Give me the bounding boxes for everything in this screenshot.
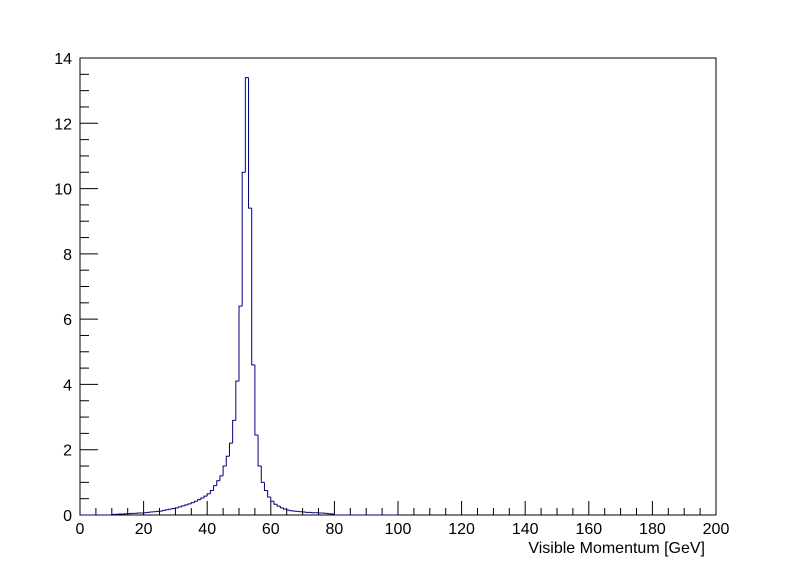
x-tick-label: 180 bbox=[639, 521, 666, 538]
histogram-bin bbox=[225, 455, 230, 467]
histogram-bin bbox=[260, 466, 265, 483]
histogram-bin bbox=[222, 465, 227, 476]
x-tick-label: 40 bbox=[198, 521, 216, 538]
histogram-bin bbox=[171, 507, 176, 510]
histogram-bin bbox=[209, 490, 214, 494]
x-tick-label: 100 bbox=[385, 521, 412, 538]
histogram-bin bbox=[273, 501, 278, 505]
histogram-bin bbox=[270, 497, 274, 502]
histogram-bin bbox=[184, 504, 189, 506]
histogram-bin bbox=[203, 495, 208, 499]
histogram-bin bbox=[213, 485, 217, 491]
histogram-bin bbox=[289, 510, 294, 512]
histogram-bin bbox=[244, 77, 249, 173]
histogram-bin bbox=[111, 513, 115, 515]
y-tick-label: 0 bbox=[63, 508, 72, 525]
x-tick-label: 200 bbox=[703, 521, 730, 538]
histogram-bin bbox=[254, 364, 259, 436]
histogram-bin bbox=[248, 77, 252, 209]
histogram-bin bbox=[206, 493, 211, 497]
y-tick-label: 14 bbox=[54, 51, 72, 68]
x-tick-label: 120 bbox=[448, 521, 475, 538]
x-tick-label: 20 bbox=[135, 521, 153, 538]
histogram-bin bbox=[238, 305, 243, 382]
x-tick-label: 140 bbox=[512, 521, 539, 538]
histogram-bin bbox=[216, 480, 220, 486]
histogram-bin bbox=[178, 506, 182, 508]
histogram-bin bbox=[165, 509, 170, 511]
histogram-bin bbox=[181, 505, 185, 507]
histogram-bin bbox=[174, 507, 179, 509]
y-tick-label: 8 bbox=[63, 247, 72, 264]
histogram-bin bbox=[241, 171, 246, 307]
x-tick-label: 60 bbox=[262, 521, 280, 538]
histogram-bin bbox=[333, 514, 338, 516]
histogram-bin bbox=[200, 497, 205, 500]
x-tick-label: 160 bbox=[575, 521, 602, 538]
frame bbox=[79, 57, 717, 516]
y-tick-label: 2 bbox=[63, 443, 72, 460]
histogram-bin bbox=[263, 482, 268, 492]
histogram-bin bbox=[168, 508, 173, 510]
histogram-bin bbox=[232, 419, 236, 444]
y-tick-label: 6 bbox=[63, 312, 72, 329]
histogram-bin bbox=[257, 435, 262, 467]
histogram-bin bbox=[286, 509, 290, 511]
histogram-bin bbox=[235, 380, 239, 421]
histogram-bin bbox=[228, 442, 233, 457]
histogram-bin bbox=[279, 506, 284, 509]
histogram-bin bbox=[190, 502, 195, 504]
histogram-bin bbox=[162, 509, 166, 512]
histogram-bin bbox=[219, 475, 224, 481]
y-tick-label: 12 bbox=[54, 116, 72, 133]
x-tick-label: 0 bbox=[76, 521, 85, 538]
y-tick-label: 4 bbox=[63, 377, 72, 394]
histogram-bin bbox=[197, 499, 201, 502]
x-tick-label: 80 bbox=[326, 521, 344, 538]
y-tick-label: 10 bbox=[54, 182, 72, 199]
histogram-bin bbox=[267, 490, 271, 498]
histogram-bin bbox=[193, 500, 198, 503]
histogram-bin bbox=[187, 503, 192, 505]
x-axis-label: Visible Momentum [GeV] bbox=[528, 540, 705, 557]
histogram-bin bbox=[276, 504, 281, 507]
histogram-bin bbox=[283, 507, 287, 510]
histogram-bin bbox=[251, 208, 255, 366]
